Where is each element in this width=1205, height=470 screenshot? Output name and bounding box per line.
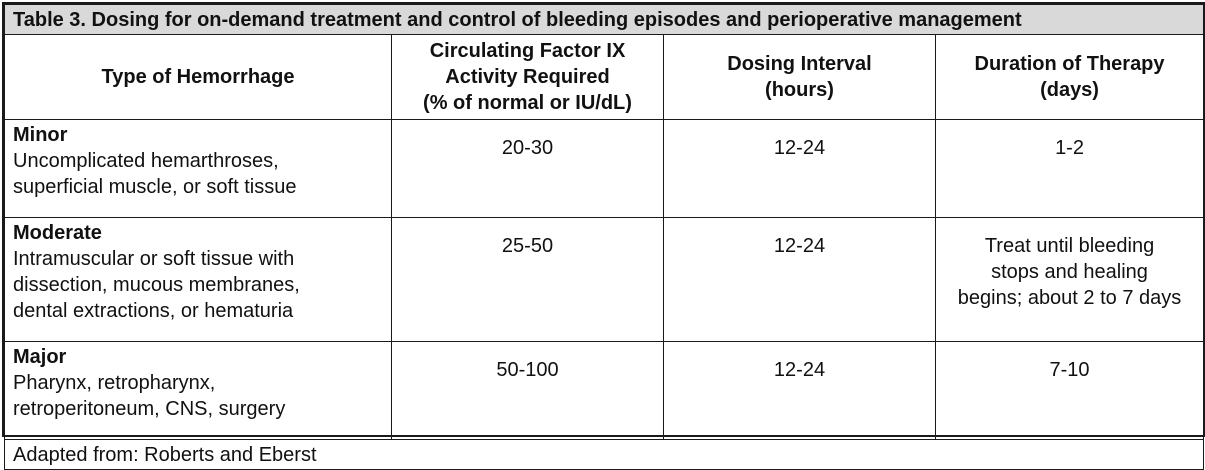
duration-line: 1-2 (1055, 137, 1084, 159)
column-header-line: Circulating Factor IX (429, 40, 626, 62)
duration-cell: Treat until bleeding stops and healing b… (934, 217, 1205, 342)
column-header-line: Duration of Therapy (974, 53, 1165, 75)
column-header-line: Dosing Interval (727, 53, 872, 75)
duration-line: 7-10 (1049, 359, 1090, 381)
table-row: Minor Uncomplicated hemarthroses, superf… (4, 119, 1205, 218)
duration-cell: 1-2 (934, 119, 1205, 218)
table-row: Major Pharynx, retropharynx, retroperito… (4, 341, 1205, 440)
column-header-line: (% of normal or IU/dL) (423, 92, 632, 114)
hemorrhage-type-description: dissection, mucous membranes, (13, 274, 300, 296)
hemorrhage-type-cell: Minor Uncomplicated hemarthroses, superf… (4, 119, 392, 218)
column-header-duration: Duration of Therapy (days) (934, 34, 1205, 120)
duration-line: begins; about 2 to 7 days (957, 287, 1182, 309)
hemorrhage-type-cell: Major Pharynx, retropharynx, retroperito… (4, 341, 392, 440)
column-header-line: Activity Required (445, 66, 610, 88)
duration-line: Treat until bleeding (984, 235, 1155, 257)
duration-cell: 7-10 (934, 341, 1205, 440)
hemorrhage-type-description: retroperitoneum, CNS, surgery (13, 398, 286, 420)
factor-ix-cell: 20-30 (391, 119, 664, 218)
column-header-line: (hours) (765, 79, 834, 101)
hemorrhage-type-name: Moderate (13, 222, 102, 244)
dosing-table: Table 3. Dosing for on-demand treatment … (3, 4, 1205, 470)
duration-line: stops and healing (991, 261, 1148, 283)
hemorrhage-type-description: superficial muscle, or soft tissue (13, 176, 297, 198)
column-header-line: (days) (1040, 79, 1099, 101)
hemorrhage-type-description: Intramuscular or soft tissue with (13, 248, 295, 270)
table-footer: Adapted from: Roberts and Eberst (3, 439, 1205, 470)
hemorrhage-type-description: dental extractions, or hematuria (13, 300, 294, 322)
table-row: Moderate Intramuscular or soft tissue wi… (4, 217, 1205, 342)
column-header-line: Type of Hemorrhage (101, 66, 295, 88)
hemorrhage-type-cell: Moderate Intramuscular or soft tissue wi… (4, 217, 392, 342)
table-caption: Table 3. Dosing for on-demand treatment … (3, 4, 1205, 35)
dosing-interval-cell: 12-24 (663, 217, 936, 342)
hemorrhage-type-name: Minor (13, 124, 68, 146)
hemorrhage-type-name: Major (13, 346, 67, 368)
column-header-type: Type of Hemorrhage (4, 34, 392, 120)
column-header-factor-ix: Circulating Factor IX Activity Required … (391, 34, 664, 120)
dosing-interval-cell: 12-24 (663, 119, 936, 218)
factor-ix-cell: 50-100 (391, 341, 664, 440)
hemorrhage-type-description: Uncomplicated hemarthroses, (13, 150, 279, 172)
hemorrhage-type-description: Pharynx, retropharynx, (13, 372, 216, 394)
column-header-interval: Dosing Interval (hours) (663, 34, 936, 120)
dosing-interval-cell: 12-24 (663, 341, 936, 440)
factor-ix-cell: 25-50 (391, 217, 664, 342)
